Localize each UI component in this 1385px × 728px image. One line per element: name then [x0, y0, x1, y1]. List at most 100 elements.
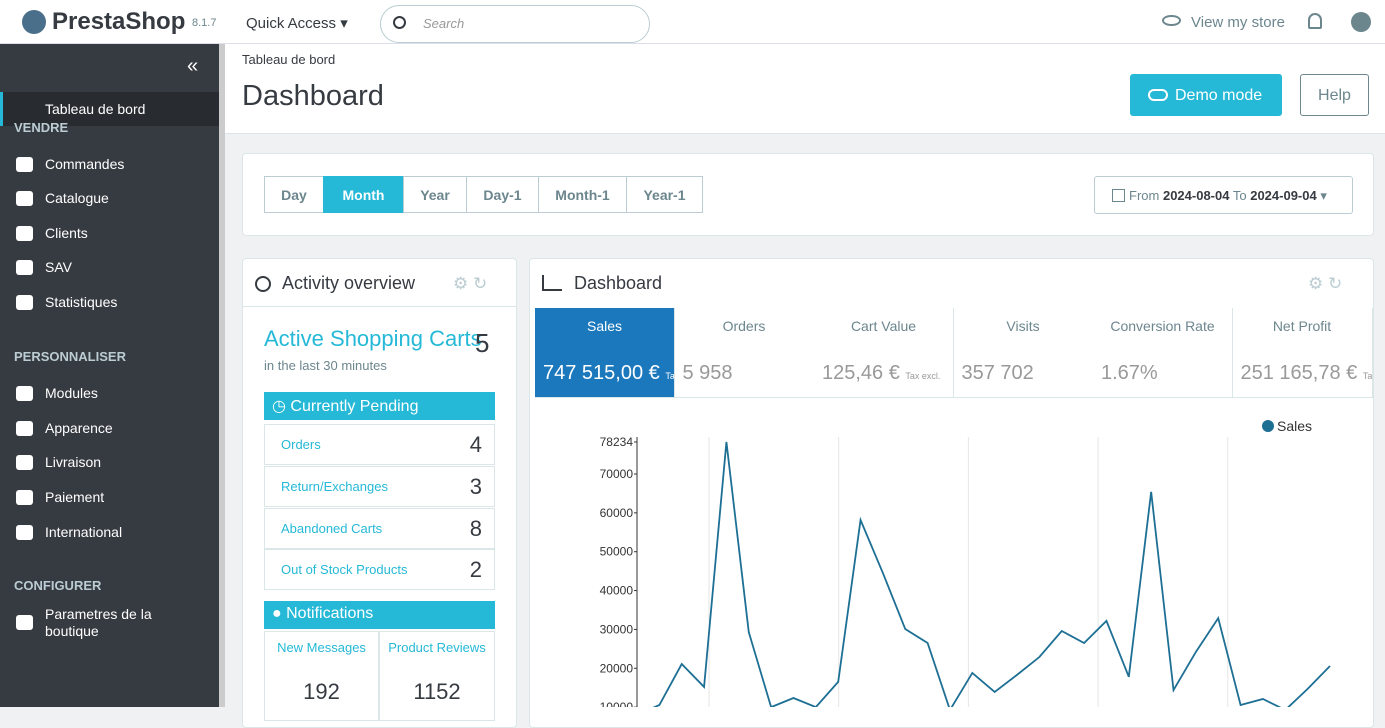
clock-icon [255, 276, 271, 292]
config-icon[interactable]: ⚙ ↻ [453, 274, 488, 293]
kpi-value: 1.67% [1101, 362, 1158, 385]
search-icon [393, 16, 406, 29]
kpi-cell[interactable]: Sales 747 515,00 € Tax excl. [535, 308, 675, 398]
nav-item[interactable]: Catalogue [45, 190, 109, 206]
nav-item[interactable]: Livraison [45, 454, 102, 470]
user-icon[interactable] [1351, 12, 1371, 32]
nav-item[interactable]: Statistiques [45, 294, 118, 310]
pending-row[interactable]: Out of Stock Products 2 [264, 549, 495, 590]
legend-dot [1262, 420, 1274, 432]
help-button[interactable]: Help [1300, 74, 1369, 116]
kpi-number: 251 165,78 € [1240, 362, 1358, 384]
y-tick-label: 40000 [600, 584, 634, 598]
nav-item[interactable]: International [45, 524, 123, 540]
kpi-value: 251 165,78 € Tax excl. [1240, 362, 1373, 385]
nav-icon [16, 226, 33, 241]
y-tick-label: 10000 [600, 700, 634, 707]
carts-value: 5 [475, 328, 490, 358]
kpi-label: Sales [586, 318, 623, 334]
notification-cell[interactable]: New Messages 192 [264, 631, 379, 721]
from-label: From [1129, 188, 1160, 203]
kpi-cell[interactable]: Conversion Rate 1.67% [1093, 308, 1233, 398]
pending-label: Orders [281, 437, 321, 452]
pending-value: 3 [469, 474, 482, 499]
pending-label: Out of Stock Products [281, 562, 408, 577]
pending-title: Currently Pending [290, 398, 419, 415]
notification-cell[interactable]: Product Reviews 1152 [379, 631, 495, 721]
scrollbar [219, 44, 225, 707]
demo-button[interactable]: Demo mode [1130, 74, 1282, 116]
active-item[interactable]: Tableau de bord [0, 92, 219, 126]
activity-header: Activity overview ⚙ ↻ [243, 259, 516, 307]
nav-icon [16, 295, 33, 310]
kpi-number: 125,46 € [822, 362, 900, 384]
toggle-icon [1148, 89, 1168, 101]
nav-item[interactable]: Modules [45, 385, 98, 401]
search-box[interactable]: Search [380, 5, 650, 43]
kpi-cell[interactable]: Visits 357 702 [953, 308, 1094, 398]
kpi-cell[interactable]: Orders 5 958 [674, 308, 815, 398]
pending-row[interactable]: Return/Exchanges 3 [264, 466, 495, 507]
period-button[interactable]: Year-1 [626, 176, 703, 213]
calendar-icon [1112, 189, 1125, 202]
kpi-value: 357 702 [962, 362, 1034, 385]
view-store[interactable]: View my store [1191, 14, 1285, 31]
quick-access[interactable]: Quick Access ▾ [246, 15, 348, 32]
legend-label: Sales [1277, 418, 1312, 434]
search-placeholder: Search [423, 16, 465, 31]
nav-item[interactable]: Paiement [45, 489, 105, 505]
version: 8.1.7 [192, 17, 217, 29]
notification-value: 192 [303, 679, 340, 704]
nav-icon [16, 386, 33, 401]
active-item-label: Tableau de bord [45, 101, 146, 117]
bell-icon[interactable] [1308, 13, 1322, 29]
date-range[interactable]: From 2024-08-04 To 2024-09-04 ▾ [1094, 176, 1353, 214]
y-tick-label: 78234 [600, 435, 634, 449]
notification-value: 1152 [413, 679, 461, 704]
pending-row[interactable]: Abandoned Carts 8 [264, 508, 495, 549]
kpi-value: 747 515,00 € Tax excl. [543, 362, 675, 385]
breadcrumb[interactable]: Tableau de bord [242, 52, 336, 67]
period-button[interactable]: Month-1 [538, 176, 627, 213]
page-title: Dashboard [242, 80, 384, 112]
to-date: 2024-09-04 [1250, 188, 1317, 203]
kpi-note: Tax excl. [1362, 371, 1373, 381]
period-button[interactable]: Day [264, 176, 324, 213]
kpi-cell[interactable]: Cart Value 125,46 € Tax excl. [814, 308, 954, 398]
carts-title[interactable]: Active Shopping Carts [264, 326, 482, 351]
brand: PrestaShop [52, 8, 186, 35]
activity-title: Activity overview [282, 273, 416, 293]
kpi-cell[interactable]: Net Profit 251 165,78 € Tax excl. [1232, 308, 1373, 398]
chart: 10000 20000 30000 40000 50000 60000 70000 78234… [600, 418, 1331, 707]
period-button[interactable]: Year [403, 176, 467, 213]
demo-label: Demo mode [1175, 87, 1263, 104]
period-button[interactable]: Month [323, 176, 404, 213]
section-title: PERSONNALISER [14, 349, 126, 364]
nav-item[interactable]: Parametres de la boutique [45, 606, 152, 639]
dashboard-title: Dashboard [574, 273, 663, 293]
config-icon[interactable]: ⚙ ↻ [1308, 274, 1343, 293]
nav-item[interactable]: Apparence [45, 420, 113, 436]
top-bar: PrestaShop 8.1.7 Quick Access ▾ Search V… [0, 0, 1385, 44]
kpi-label: Conversion Rate [1110, 318, 1215, 334]
notifications-bar: ● Notifications [264, 601, 495, 629]
notification-label: Product Reviews [388, 640, 486, 655]
kpi-value: 125,46 € Tax excl. [822, 362, 940, 385]
nav-item[interactable]: SAV [45, 259, 72, 275]
chart-icon [542, 275, 562, 291]
y-tick-label: 20000 [600, 661, 634, 675]
nav-item[interactable]: Clients [45, 225, 88, 241]
kpi-note: Tax excl. [665, 371, 675, 381]
kpi-label: Visits [1006, 318, 1040, 334]
section-title: CONFIGURER [14, 578, 102, 593]
nav-item[interactable]: Commandes [45, 156, 125, 172]
nav-icon [16, 191, 33, 206]
nav-icon [16, 260, 33, 275]
y-tick-label: 60000 [600, 506, 634, 520]
pending-row[interactable]: Orders 4 [264, 424, 495, 465]
period-button[interactable]: Day-1 [466, 176, 539, 213]
nav-icon [16, 615, 33, 630]
collapse-icon[interactable]: « [187, 55, 199, 77]
sales-line [652, 441, 1331, 707]
pending-value: 8 [469, 516, 482, 541]
